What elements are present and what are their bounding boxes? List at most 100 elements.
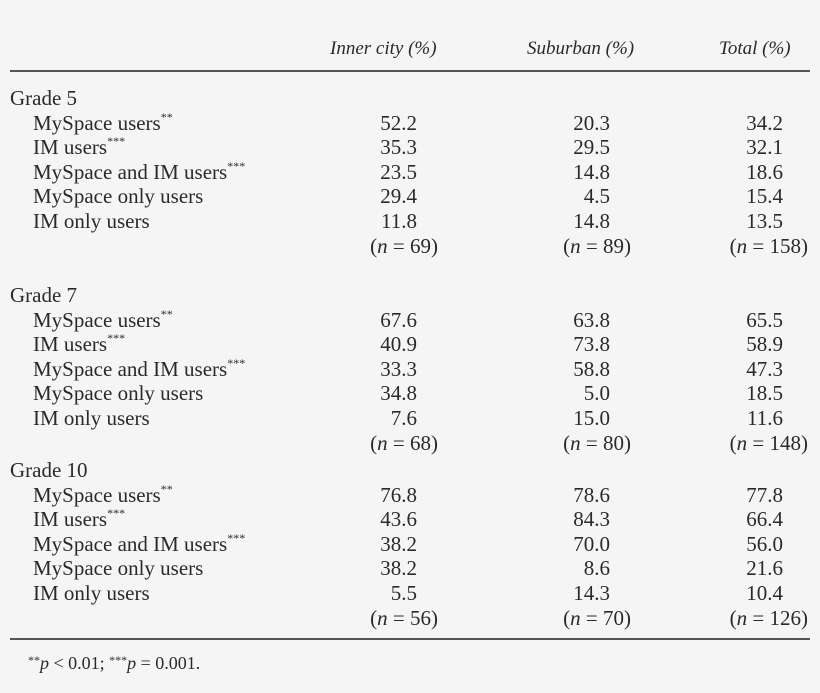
value-suburban: 8.6 xyxy=(583,556,610,581)
row-label: MySpace only users xyxy=(33,556,203,581)
table-row: MySpace only users 38.2 8.6 21.6 xyxy=(0,556,820,581)
table-row: MySpace and IM users*** 23.5 14.8 18.6 xyxy=(0,158,820,185)
value-inner-city: 5.5 xyxy=(390,581,417,605)
top-rule xyxy=(10,70,810,72)
value-suburban: 14.3 xyxy=(573,581,610,605)
value-suburban: 63.8 xyxy=(573,307,610,332)
value-total: 65.5 xyxy=(746,307,783,332)
table-row: IM users*** 43.6 84.3 66.4 xyxy=(0,506,820,532)
value-total: 18.6 xyxy=(746,159,783,184)
value-inner-city: 34.8 xyxy=(380,381,417,406)
value-suburban: 5.0 xyxy=(583,381,610,406)
n-symbol: n xyxy=(736,605,748,630)
value-total: 11.6 xyxy=(747,406,783,430)
significance-marker: *** xyxy=(107,506,126,521)
value-total: 18.5 xyxy=(746,381,783,406)
value-inner-city: 67.6 xyxy=(380,307,417,332)
row-label-text: MySpace users xyxy=(33,307,161,332)
significance-marker: *** xyxy=(227,158,246,173)
value-inner-city: 38.2 xyxy=(380,531,417,556)
sample-size-total: (n = 148) xyxy=(729,430,808,455)
value-total: 66.4 xyxy=(746,507,783,532)
value-total: 21.6 xyxy=(746,556,783,581)
sample-size-row: (n = 69) (n = 89) (n = 158) xyxy=(0,234,820,259)
n-value: 68 xyxy=(410,430,431,455)
value-inner-city: 40.9 xyxy=(380,332,417,357)
significance-marker: *** xyxy=(107,134,126,149)
n-value: 70 xyxy=(603,605,624,630)
value-inner-city: 23.5 xyxy=(380,159,417,184)
n-symbol: n xyxy=(570,605,581,630)
n-symbol: n xyxy=(377,233,388,258)
value-suburban: 15.0 xyxy=(573,406,610,430)
n-symbol: n xyxy=(570,430,581,455)
column-header-inner-city: Inner city (%) xyxy=(330,38,437,59)
sample-size-row: (n = 68) (n = 80) (n = 148) xyxy=(0,431,820,456)
row-label-text: MySpace and IM users xyxy=(33,159,228,184)
row-label-text: MySpace only users xyxy=(33,381,204,406)
significance-marker: *** xyxy=(227,530,246,545)
row-label: MySpace only users xyxy=(33,381,203,406)
value-inner-city: 43.6 xyxy=(380,507,417,532)
table-row: IM only users 5.5 14.3 10.4 xyxy=(0,581,820,606)
value-suburban: 58.8 xyxy=(573,356,610,381)
table-row: MySpace users** 52.2 20.3 34.2 xyxy=(0,110,820,136)
table-row: IM users*** 40.9 73.8 58.9 xyxy=(0,331,820,357)
value-total: 13.5 xyxy=(746,209,783,233)
row-label-text: IM only users xyxy=(33,406,150,430)
row-label: IM only users xyxy=(33,406,150,431)
row-label: IM users*** xyxy=(33,331,126,357)
table-row: MySpace only users 29.4 4.5 15.4 xyxy=(0,184,820,209)
row-label-text: IM users xyxy=(33,332,108,357)
column-header-total: Total (%) xyxy=(719,38,791,59)
table-row: MySpace users** 67.6 63.8 65.5 xyxy=(0,306,820,333)
row-label-text: MySpace users xyxy=(33,482,161,507)
table-row: IM only users 11.8 14.8 13.5 xyxy=(0,209,820,234)
value-inner-city: 11.8 xyxy=(381,209,417,233)
value-total: 15.4 xyxy=(746,184,783,209)
footnote-sig-marker-2: *** xyxy=(109,653,128,667)
group-title: Grade 10 xyxy=(10,458,88,482)
footnote-text-1: < 0.01; xyxy=(49,653,110,673)
row-label: IM only users xyxy=(33,581,150,606)
value-suburban: 70.0 xyxy=(573,531,610,556)
value-suburban: 14.8 xyxy=(573,159,610,184)
value-suburban: 4.5 xyxy=(583,184,610,209)
group-title: Grade 5 xyxy=(10,86,78,110)
value-inner-city: 33.3 xyxy=(380,356,417,381)
value-total: 77.8 xyxy=(746,482,783,507)
row-label: MySpace and IM users*** xyxy=(33,158,246,185)
value-inner-city: 29.4 xyxy=(380,184,417,209)
sample-size-inner-city: (n = 68) xyxy=(370,430,438,455)
sample-size-suburban: (n = 89) xyxy=(563,233,631,258)
value-suburban: 84.3 xyxy=(573,507,610,532)
row-label: IM only users xyxy=(33,209,150,234)
footnote-p-1: p xyxy=(40,653,49,673)
significance-marker: *** xyxy=(227,355,246,370)
n-symbol: n xyxy=(736,430,748,455)
significance-marker: ** xyxy=(160,306,173,321)
row-label-text: IM only users xyxy=(33,209,150,233)
significance-marker: ** xyxy=(160,481,173,496)
group-title: Grade 7 xyxy=(10,283,78,307)
significance-marker: *** xyxy=(107,331,126,346)
value-total: 56.0 xyxy=(746,531,783,556)
value-suburban: 14.8 xyxy=(573,209,610,233)
sample-size-suburban: (n = 70) xyxy=(563,605,631,630)
sample-size-total: (n = 158) xyxy=(729,233,808,258)
footnote-text-2: = 0.001. xyxy=(136,653,201,673)
row-label: MySpace users** xyxy=(33,110,173,136)
value-inner-city: 38.2 xyxy=(380,556,417,581)
table-row: IM only users 7.6 15.0 11.6 xyxy=(0,406,820,431)
n-value: 158 xyxy=(769,233,802,258)
n-symbol: n xyxy=(570,233,581,258)
n-symbol: n xyxy=(736,233,748,258)
sample-size-inner-city: (n = 56) xyxy=(370,605,438,630)
value-suburban: 78.6 xyxy=(573,482,610,507)
row-label-text: MySpace and IM users xyxy=(33,531,228,556)
row-label: MySpace users** xyxy=(33,481,173,508)
n-symbol: n xyxy=(377,430,388,455)
n-value: 126 xyxy=(769,605,802,630)
row-label-text: MySpace only users xyxy=(33,184,204,209)
value-suburban: 73.8 xyxy=(573,332,610,357)
